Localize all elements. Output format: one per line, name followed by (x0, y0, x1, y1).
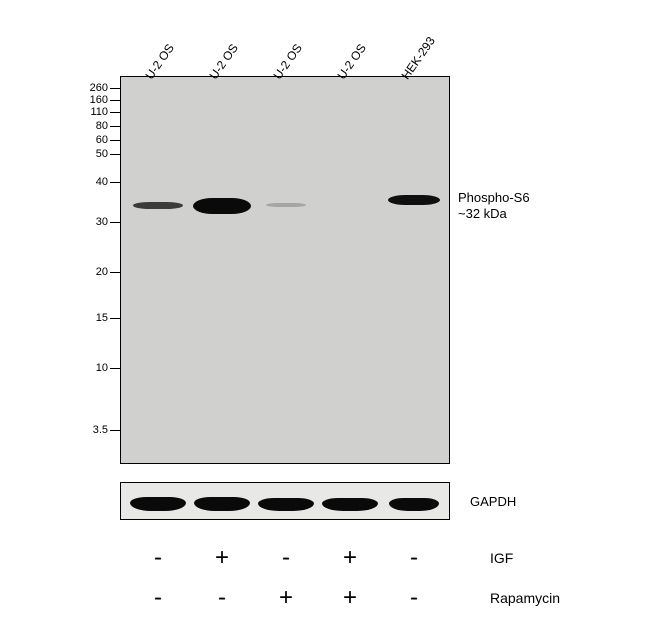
gapdh-band (389, 498, 439, 511)
treatment-symbol: - (138, 544, 178, 572)
treatment-label: IGF (490, 550, 513, 566)
treatment-symbol: - (266, 544, 306, 572)
western-blot-figure: U-2 OSU-2 OSU-2 OSU-2 OSHEK-293260160110… (0, 0, 650, 642)
gapdh-band (130, 497, 186, 511)
mw-marker-label: 10 (80, 362, 108, 374)
mw-marker-label: 3.5 (80, 424, 108, 436)
mw-marker-label: 110 (80, 106, 108, 118)
mw-marker-tick (110, 368, 120, 369)
mw-marker-tick (110, 100, 120, 101)
mw-marker-label: 20 (80, 266, 108, 278)
mw-marker-label: 40 (80, 176, 108, 188)
mw-marker-tick (110, 112, 120, 113)
gapdh-band (322, 498, 378, 511)
treatment-symbol: + (330, 544, 370, 572)
mw-marker-label: 30 (80, 216, 108, 228)
protein-label-main: Phospho-S6~32 kDa (458, 190, 530, 221)
mw-marker-label: 160 (80, 94, 108, 106)
treatment-symbol: - (394, 584, 434, 612)
mw-marker-label: 60 (80, 134, 108, 146)
treatment-symbol: + (202, 544, 242, 572)
gapdh-band (194, 497, 250, 511)
mw-marker-tick (110, 430, 120, 431)
mw-marker-tick (110, 222, 120, 223)
main-blot-panel (120, 76, 450, 464)
mw-marker-tick (110, 154, 120, 155)
blot-band (193, 198, 251, 214)
blot-band (266, 203, 306, 207)
treatment-symbol: - (138, 584, 178, 612)
blot-band (133, 202, 183, 209)
treatment-symbol: + (330, 584, 370, 612)
treatment-label: Rapamycin (490, 590, 560, 606)
mw-marker-label: 80 (80, 120, 108, 132)
treatment-symbol: + (266, 584, 306, 612)
mw-marker-label: 260 (80, 82, 108, 94)
treatment-symbol: - (202, 584, 242, 612)
mw-marker-tick (110, 140, 120, 141)
mw-marker-label: 15 (80, 312, 108, 324)
gapdh-band (258, 498, 314, 511)
treatment-symbol: - (394, 544, 434, 572)
mw-marker-label: 50 (80, 148, 108, 160)
mw-marker-tick (110, 126, 120, 127)
mw-marker-tick (110, 272, 120, 273)
blot-band (388, 195, 440, 205)
lane-header: HEK-293 (399, 34, 438, 82)
protein-label-gapdh: GAPDH (470, 494, 516, 510)
mw-marker-tick (110, 182, 120, 183)
mw-marker-tick (110, 318, 120, 319)
mw-marker-tick (110, 88, 120, 89)
